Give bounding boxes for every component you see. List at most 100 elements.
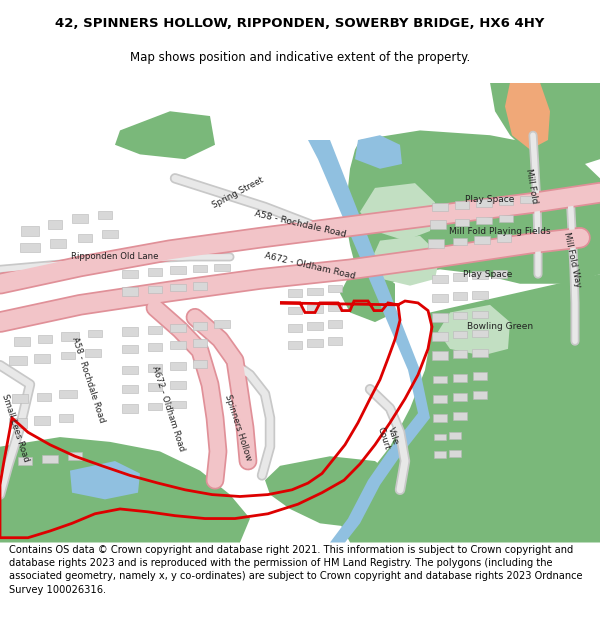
Bar [433, 414, 447, 422]
Bar [472, 311, 488, 318]
Bar [122, 328, 138, 336]
Bar [307, 288, 323, 295]
Bar [214, 264, 230, 271]
Bar [148, 383, 162, 391]
Bar [497, 234, 511, 242]
Bar [449, 432, 461, 439]
Bar [432, 332, 448, 341]
Text: A672 - Oldham Road: A672 - Oldham Road [150, 364, 186, 452]
Bar [520, 196, 536, 203]
Bar [122, 385, 138, 394]
Bar [68, 452, 82, 460]
Bar [122, 404, 138, 412]
Bar [430, 220, 446, 229]
Bar [122, 344, 138, 353]
Bar [48, 220, 62, 229]
Bar [170, 362, 186, 370]
Bar [9, 418, 27, 428]
Bar [449, 450, 461, 457]
Bar [193, 322, 207, 330]
Bar [85, 349, 101, 357]
Bar [37, 393, 51, 401]
Polygon shape [340, 274, 600, 542]
Bar [50, 239, 66, 248]
Bar [288, 341, 302, 349]
Bar [428, 239, 444, 248]
Bar [328, 338, 342, 345]
Bar [14, 337, 30, 346]
Polygon shape [360, 183, 435, 241]
Bar [102, 230, 118, 238]
Bar [9, 356, 27, 365]
Bar [170, 381, 186, 389]
Bar [307, 322, 323, 330]
Bar [453, 273, 467, 281]
Text: Contains OS data © Crown copyright and database right 2021. This information is : Contains OS data © Crown copyright and d… [9, 545, 583, 594]
Bar [42, 455, 58, 464]
Bar [88, 330, 102, 338]
Bar [472, 271, 488, 279]
Text: Vale
Court: Vale Court [375, 423, 401, 451]
Bar [170, 266, 186, 274]
Bar [148, 286, 162, 293]
Bar [493, 271, 507, 278]
Bar [432, 294, 448, 302]
Bar [474, 236, 490, 244]
Text: A672 - Oldham Road: A672 - Oldham Road [263, 252, 356, 281]
Bar [476, 217, 492, 224]
Text: A58 - Rochdale Road: A58 - Rochdale Road [253, 209, 347, 239]
Bar [122, 287, 138, 296]
Bar [453, 292, 467, 300]
Bar [434, 434, 446, 441]
Polygon shape [70, 461, 140, 499]
Bar [453, 374, 467, 381]
Polygon shape [340, 269, 395, 322]
Bar [432, 274, 448, 283]
Bar [453, 350, 467, 358]
Bar [455, 201, 469, 209]
Bar [473, 391, 487, 399]
Polygon shape [308, 140, 430, 542]
Text: A58 - Rochdale Road: A58 - Rochdale Road [70, 336, 106, 424]
Bar [288, 324, 302, 332]
Bar [307, 339, 323, 347]
Bar [307, 305, 323, 312]
Bar [472, 291, 488, 299]
Bar [433, 395, 447, 402]
Bar [472, 349, 488, 357]
Bar [18, 458, 32, 465]
Bar [472, 330, 488, 338]
Bar [193, 264, 207, 272]
Bar [21, 226, 39, 236]
Text: Ripponden Old Lane: Ripponden Old Lane [71, 253, 159, 261]
Bar [473, 372, 487, 379]
Bar [148, 268, 162, 276]
Polygon shape [115, 111, 215, 159]
Bar [455, 219, 469, 226]
Polygon shape [370, 236, 440, 286]
Bar [432, 202, 448, 211]
Bar [170, 284, 186, 291]
Bar [328, 285, 342, 292]
Text: 42, SPINNERS HOLLOW, RIPPONDEN, SOWERBY BRIDGE, HX6 4HY: 42, SPINNERS HOLLOW, RIPPONDEN, SOWERBY … [55, 17, 545, 29]
Bar [34, 416, 50, 425]
Bar [78, 234, 92, 242]
Polygon shape [490, 82, 600, 169]
Bar [432, 351, 448, 360]
Bar [170, 324, 186, 332]
Bar [72, 214, 88, 223]
Bar [476, 199, 492, 207]
Bar [453, 311, 467, 319]
Bar [170, 341, 186, 349]
Bar [433, 376, 447, 383]
Bar [499, 198, 513, 205]
Bar [38, 336, 52, 343]
Text: Mill Fold: Mill Fold [524, 168, 539, 204]
Polygon shape [355, 135, 402, 169]
Bar [122, 366, 138, 374]
Text: Play Space: Play Space [463, 269, 512, 279]
Text: Spring Street: Spring Street [211, 176, 265, 210]
Polygon shape [505, 82, 550, 149]
Bar [453, 238, 467, 246]
Bar [59, 389, 77, 398]
